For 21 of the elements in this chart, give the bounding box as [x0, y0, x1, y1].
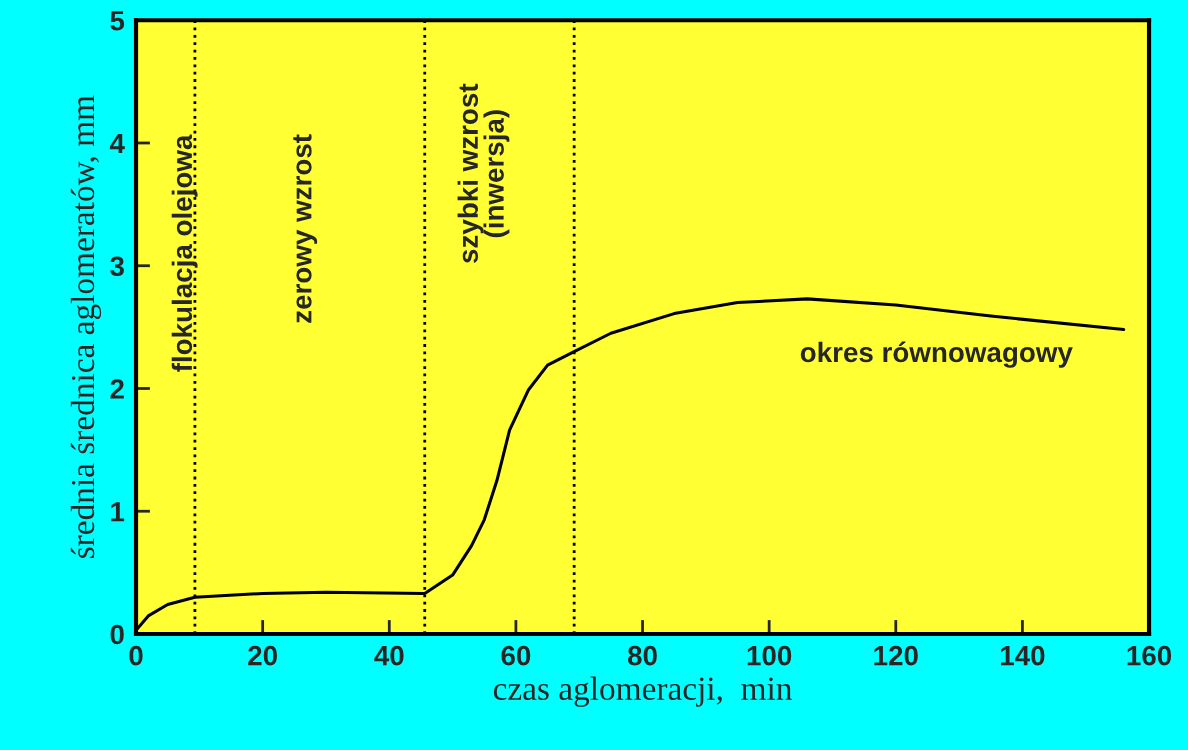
y-tick-label: 4 [109, 133, 125, 154]
annotation: flokulacja olejowa [171, 134, 198, 372]
y-axis-title: średnia średnica aglomeratów, mm [70, 95, 102, 558]
x-tick-label: 100 [747, 645, 792, 666]
y-tick-label: 2 [110, 379, 124, 399]
annotation: okres równowagowy [800, 341, 1073, 368]
x-tick-label: 60 [501, 645, 531, 666]
y-tick-label: 3 [110, 256, 124, 277]
y-tick-label: 0 [110, 624, 124, 645]
x-tick-label: 160 [1127, 645, 1172, 666]
x-tick-label: 140 [1000, 645, 1045, 666]
annotation: zerowy wzrost [293, 134, 318, 323]
y-tick-label: 5 [110, 11, 125, 31]
y-tick-label: 1 [111, 502, 125, 522]
x-tick-label: 80 [627, 645, 657, 666]
x-tick-label: 0 [129, 645, 143, 666]
annotation: szybki wzrost (inwersja) [457, 83, 510, 263]
x-tick-label: 120 [874, 645, 918, 666]
x-axis-title: czas aglomeracji, min [493, 676, 792, 707]
x-tick-label: 20 [248, 645, 277, 666]
x-tick-label: 40 [374, 645, 404, 666]
